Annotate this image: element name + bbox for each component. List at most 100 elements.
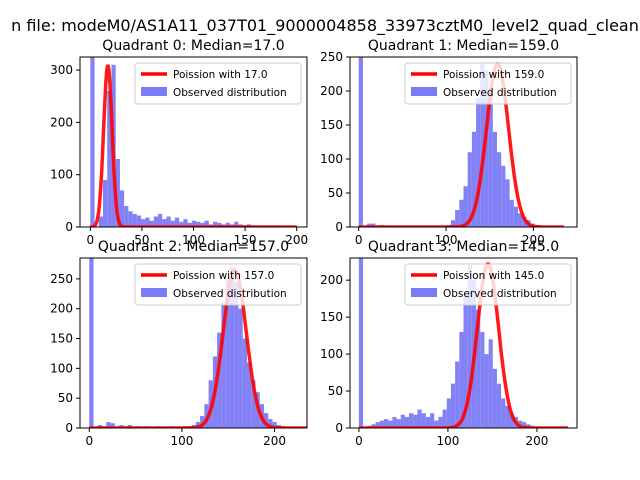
histogram-bar bbox=[179, 221, 184, 227]
histogram-bar bbox=[90, 57, 95, 227]
histogram-bar bbox=[455, 361, 460, 428]
legend-patch-swatch bbox=[411, 87, 437, 96]
histogram-bar bbox=[358, 57, 363, 227]
histogram-bar bbox=[480, 63, 485, 227]
legend-label-fit: Poission with 145.0 bbox=[443, 270, 544, 282]
x-tick-label: 100 bbox=[436, 434, 459, 448]
legend-label-fit: Poission with 17.0 bbox=[173, 69, 268, 81]
histogram-bar bbox=[459, 331, 464, 428]
histogram-bar bbox=[200, 222, 205, 227]
histogram-bar bbox=[98, 216, 104, 227]
x-tick-label: 0 bbox=[355, 434, 363, 448]
histogram-bar bbox=[187, 222, 192, 227]
subplot-title: Quadrant 2: Median=157.0 bbox=[98, 239, 289, 255]
histogram-bar bbox=[421, 413, 426, 428]
histogram-bar bbox=[392, 416, 397, 428]
histogram-bar bbox=[196, 221, 201, 227]
histogram-bar bbox=[488, 91, 493, 227]
histogram-bar bbox=[497, 152, 502, 227]
histogram-bar bbox=[217, 332, 222, 428]
histogram-bar bbox=[379, 420, 385, 428]
x-tick-label: 200 bbox=[263, 434, 286, 448]
y-tick-label: 0 bbox=[335, 220, 343, 234]
y-tick-label: 150 bbox=[50, 332, 73, 346]
histogram-bar bbox=[234, 281, 239, 428]
y-tick-label: 200 bbox=[320, 273, 343, 287]
subplot-title: Quadrant 0: Median=17.0 bbox=[102, 38, 284, 54]
histogram-bar bbox=[375, 422, 380, 428]
legend: Poission with 157.0 Observed distribution bbox=[134, 263, 302, 306]
x-tick-label: 200 bbox=[285, 233, 308, 247]
legend-label-observed: Observed distribution bbox=[443, 288, 557, 300]
histogram-bar bbox=[471, 131, 477, 227]
histogram-bar bbox=[413, 414, 418, 428]
histogram-bar bbox=[388, 420, 393, 428]
histogram-bar bbox=[438, 416, 443, 428]
histogram-bar bbox=[242, 338, 247, 428]
x-tick-label: 200 bbox=[525, 434, 548, 448]
histogram-bar bbox=[476, 97, 481, 227]
y-tick-label: 100 bbox=[50, 361, 73, 375]
histogram-bar bbox=[141, 219, 146, 227]
legend-box bbox=[134, 62, 302, 105]
y-tick-label: 50 bbox=[328, 186, 343, 200]
legend-box bbox=[404, 62, 572, 105]
histogram-bar bbox=[417, 409, 422, 428]
histogram-bar bbox=[484, 354, 489, 428]
histogram-bar bbox=[246, 362, 252, 428]
histogram-bar bbox=[238, 308, 243, 428]
histogram-bar bbox=[509, 413, 514, 428]
histogram-bar bbox=[467, 265, 472, 428]
legend-label-observed: Observed distribution bbox=[173, 87, 287, 99]
subplot-quadrant-3: 0 100 200 0 50 100 150 200 Quadrant 3: Median=14… bbox=[320, 239, 578, 448]
histogram-bar bbox=[106, 422, 111, 428]
histogram-bar bbox=[107, 91, 112, 227]
y-tick-label: 300 bbox=[50, 63, 73, 77]
legend-label-fit: Poission with 157.0 bbox=[173, 270, 274, 282]
y-tick-label: 100 bbox=[320, 152, 343, 166]
histogram-bar bbox=[200, 416, 205, 428]
histogram-bar bbox=[492, 368, 497, 428]
histogram-bar bbox=[272, 422, 277, 428]
y-tick-label: 200 bbox=[50, 115, 73, 129]
x-tick-label: 200 bbox=[522, 233, 545, 247]
y-tick-label: 0 bbox=[335, 421, 343, 435]
histogram-bar bbox=[162, 219, 167, 227]
axes-frame bbox=[79, 257, 308, 429]
histogram-bar bbox=[505, 179, 510, 227]
y-tick-label: 200 bbox=[320, 84, 343, 98]
histogram-bar bbox=[488, 339, 493, 428]
histogram-bar bbox=[251, 380, 256, 428]
histogram-bar bbox=[434, 420, 439, 428]
y-tick-label: 150 bbox=[320, 310, 343, 324]
y-tick-label: 0 bbox=[65, 220, 73, 234]
legend-box bbox=[404, 263, 572, 306]
histogram-bar bbox=[425, 416, 431, 428]
histogram-bar bbox=[463, 294, 468, 428]
legend-patch-swatch bbox=[141, 87, 167, 96]
legend: Poission with 145.0 Observed distribution bbox=[404, 263, 572, 306]
x-tick-label: 0 bbox=[355, 233, 363, 247]
histogram-bar bbox=[268, 419, 273, 428]
x-tick-label: 150 bbox=[234, 233, 257, 247]
legend-label-fit: Poission with 159.0 bbox=[443, 69, 544, 81]
histogram-bar bbox=[183, 219, 188, 227]
x-tick-label: 100 bbox=[182, 233, 205, 247]
histogram-bar bbox=[136, 215, 142, 227]
histogram-bar bbox=[119, 190, 125, 227]
histogram-bar bbox=[170, 220, 175, 227]
histogram-bar bbox=[153, 216, 159, 227]
y-tick-label: 100 bbox=[50, 168, 73, 182]
histogram-bar bbox=[166, 216, 171, 227]
legend-label-observed: Observed distribution bbox=[443, 87, 557, 99]
x-tick-label: 0 bbox=[85, 434, 93, 448]
legend-patch-swatch bbox=[141, 288, 167, 297]
histogram-bar bbox=[384, 419, 389, 428]
histogram-bar bbox=[463, 186, 468, 227]
figure-title: n file: modeM0/AS1A11_037T01_9000004858_… bbox=[11, 16, 639, 36]
histogram-bar bbox=[484, 70, 489, 227]
histogram-bar bbox=[400, 414, 405, 428]
histogram-bar bbox=[513, 206, 518, 227]
histogram-bar bbox=[396, 419, 401, 428]
x-tick-label: 50 bbox=[134, 233, 149, 247]
